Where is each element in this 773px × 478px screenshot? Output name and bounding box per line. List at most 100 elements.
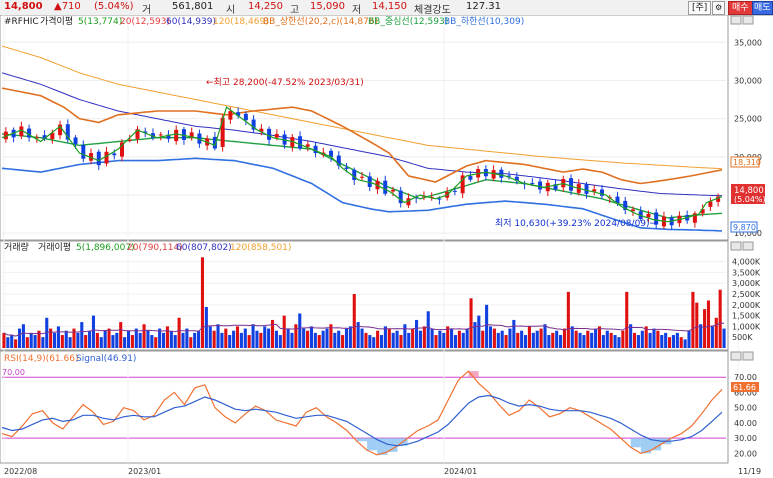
volume-bar	[446, 326, 450, 348]
volume-bar	[691, 291, 695, 348]
volume-bar	[302, 328, 306, 348]
volume-bar	[259, 332, 263, 348]
volume-bar	[21, 324, 25, 348]
rsi-tag: 61.66	[733, 383, 756, 392]
volume-bar	[415, 319, 419, 348]
volume-bar	[270, 319, 275, 348]
buy-button[interactable]: 매수	[728, 1, 753, 15]
volume-bar	[578, 332, 582, 348]
candle-body	[569, 178, 574, 191]
volume-bar	[298, 313, 302, 348]
candle-body	[50, 132, 55, 140]
candle-body	[623, 200, 628, 211]
candle-body	[228, 111, 233, 120]
candle-body	[150, 133, 155, 138]
strength-label: 체결강도	[414, 5, 451, 16]
volume-bar	[247, 335, 251, 348]
volume-bar	[668, 337, 672, 348]
rsi-panel[interactable]	[0, 350, 729, 464]
volume-bar	[80, 322, 84, 348]
volume-bar	[555, 330, 559, 348]
candle-body	[65, 124, 70, 140]
volume-bar	[613, 335, 617, 348]
rsi-tick-label: 70.00	[734, 373, 757, 382]
volume-bar	[177, 317, 181, 348]
volume-bar	[321, 330, 325, 348]
volume-bar	[14, 339, 18, 348]
symbol-label: #RFHIC	[4, 17, 39, 27]
volume-bar	[138, 332, 142, 348]
bb-upper-legend: BB_상한선(20,2,c)(14,876)	[263, 16, 378, 27]
price-panel[interactable]	[0, 15, 729, 241]
volume-bar	[360, 328, 364, 348]
price-tick-label: 25,000	[734, 115, 762, 124]
candle-body	[42, 135, 47, 140]
volume-bar	[703, 309, 707, 348]
volume-bar	[29, 332, 33, 348]
candle-body	[81, 144, 86, 159]
stock-type-button[interactable]: [주]	[688, 1, 712, 15]
candle-body	[212, 136, 217, 149]
volume-bar	[306, 330, 310, 348]
candle-body	[398, 190, 403, 204]
volume-bar	[158, 328, 162, 348]
volume-bar	[547, 335, 551, 348]
price-tick-label: 35,000	[734, 38, 762, 47]
volume-bar	[64, 330, 68, 348]
volume-bar	[341, 335, 345, 348]
candle-body	[274, 134, 279, 138]
gear-icon[interactable]: ⚙	[712, 1, 726, 15]
volume-bar	[103, 330, 107, 348]
candle-body	[166, 134, 171, 139]
volume-bar	[574, 330, 578, 348]
volume-bar	[274, 330, 278, 348]
chart-area[interactable]: 35,00030,00025,00020,00015,00010,0004,00…	[0, 15, 773, 478]
sell-button[interactable]: 매도	[752, 1, 773, 15]
volume-bar	[317, 335, 321, 348]
volume-bar	[621, 330, 625, 348]
candle-body	[181, 129, 186, 140]
ma60-legend: 60(14,939)	[166, 17, 216, 27]
volume-bar	[290, 332, 294, 348]
volume-bar	[566, 291, 570, 348]
volume-bar	[111, 335, 115, 348]
volume-panel-close-icon[interactable]	[742, 241, 754, 251]
volume-bar	[679, 337, 683, 348]
volume-bar	[364, 332, 368, 348]
volume-bar	[95, 332, 99, 348]
volume-bar	[411, 328, 415, 348]
volume-bar	[430, 328, 434, 348]
candle-body	[251, 119, 256, 130]
volume-bar	[220, 332, 224, 348]
volume-bar	[675, 332, 679, 348]
candle-body	[305, 144, 310, 147]
candle-body	[553, 184, 558, 190]
volume-panel-toggle-icon[interactable]	[730, 241, 742, 251]
candle-body	[220, 117, 225, 147]
volume-bar	[597, 326, 602, 348]
volume-bar	[664, 332, 668, 348]
volume-bar	[181, 332, 185, 348]
x-tick-label: 11/19	[738, 467, 761, 476]
volume-bar	[150, 335, 154, 348]
rsi-panel-close-icon[interactable]	[742, 351, 754, 361]
candle-body	[530, 182, 535, 184]
candle-body	[700, 209, 705, 214]
volume-bar	[243, 328, 247, 348]
candle-body	[243, 113, 248, 121]
candle-body	[96, 151, 101, 166]
strength-value: 127.31	[466, 1, 501, 12]
volume-bar	[461, 332, 465, 348]
price-panel-close-icon[interactable]	[742, 15, 754, 25]
price-panel-toggle-icon[interactable]	[730, 15, 742, 25]
ma20-legend: 20(12,593)	[120, 17, 170, 27]
volume-bar	[25, 337, 29, 348]
volume-bar	[68, 337, 72, 348]
volume-bar	[488, 326, 493, 348]
volume-bar	[134, 328, 138, 348]
candle-body	[189, 132, 194, 138]
volume-tick-label: 4,000K	[732, 258, 761, 267]
rsi-panel-toggle-icon[interactable]	[730, 351, 742, 361]
price-tick-label: 30,000	[734, 76, 762, 85]
